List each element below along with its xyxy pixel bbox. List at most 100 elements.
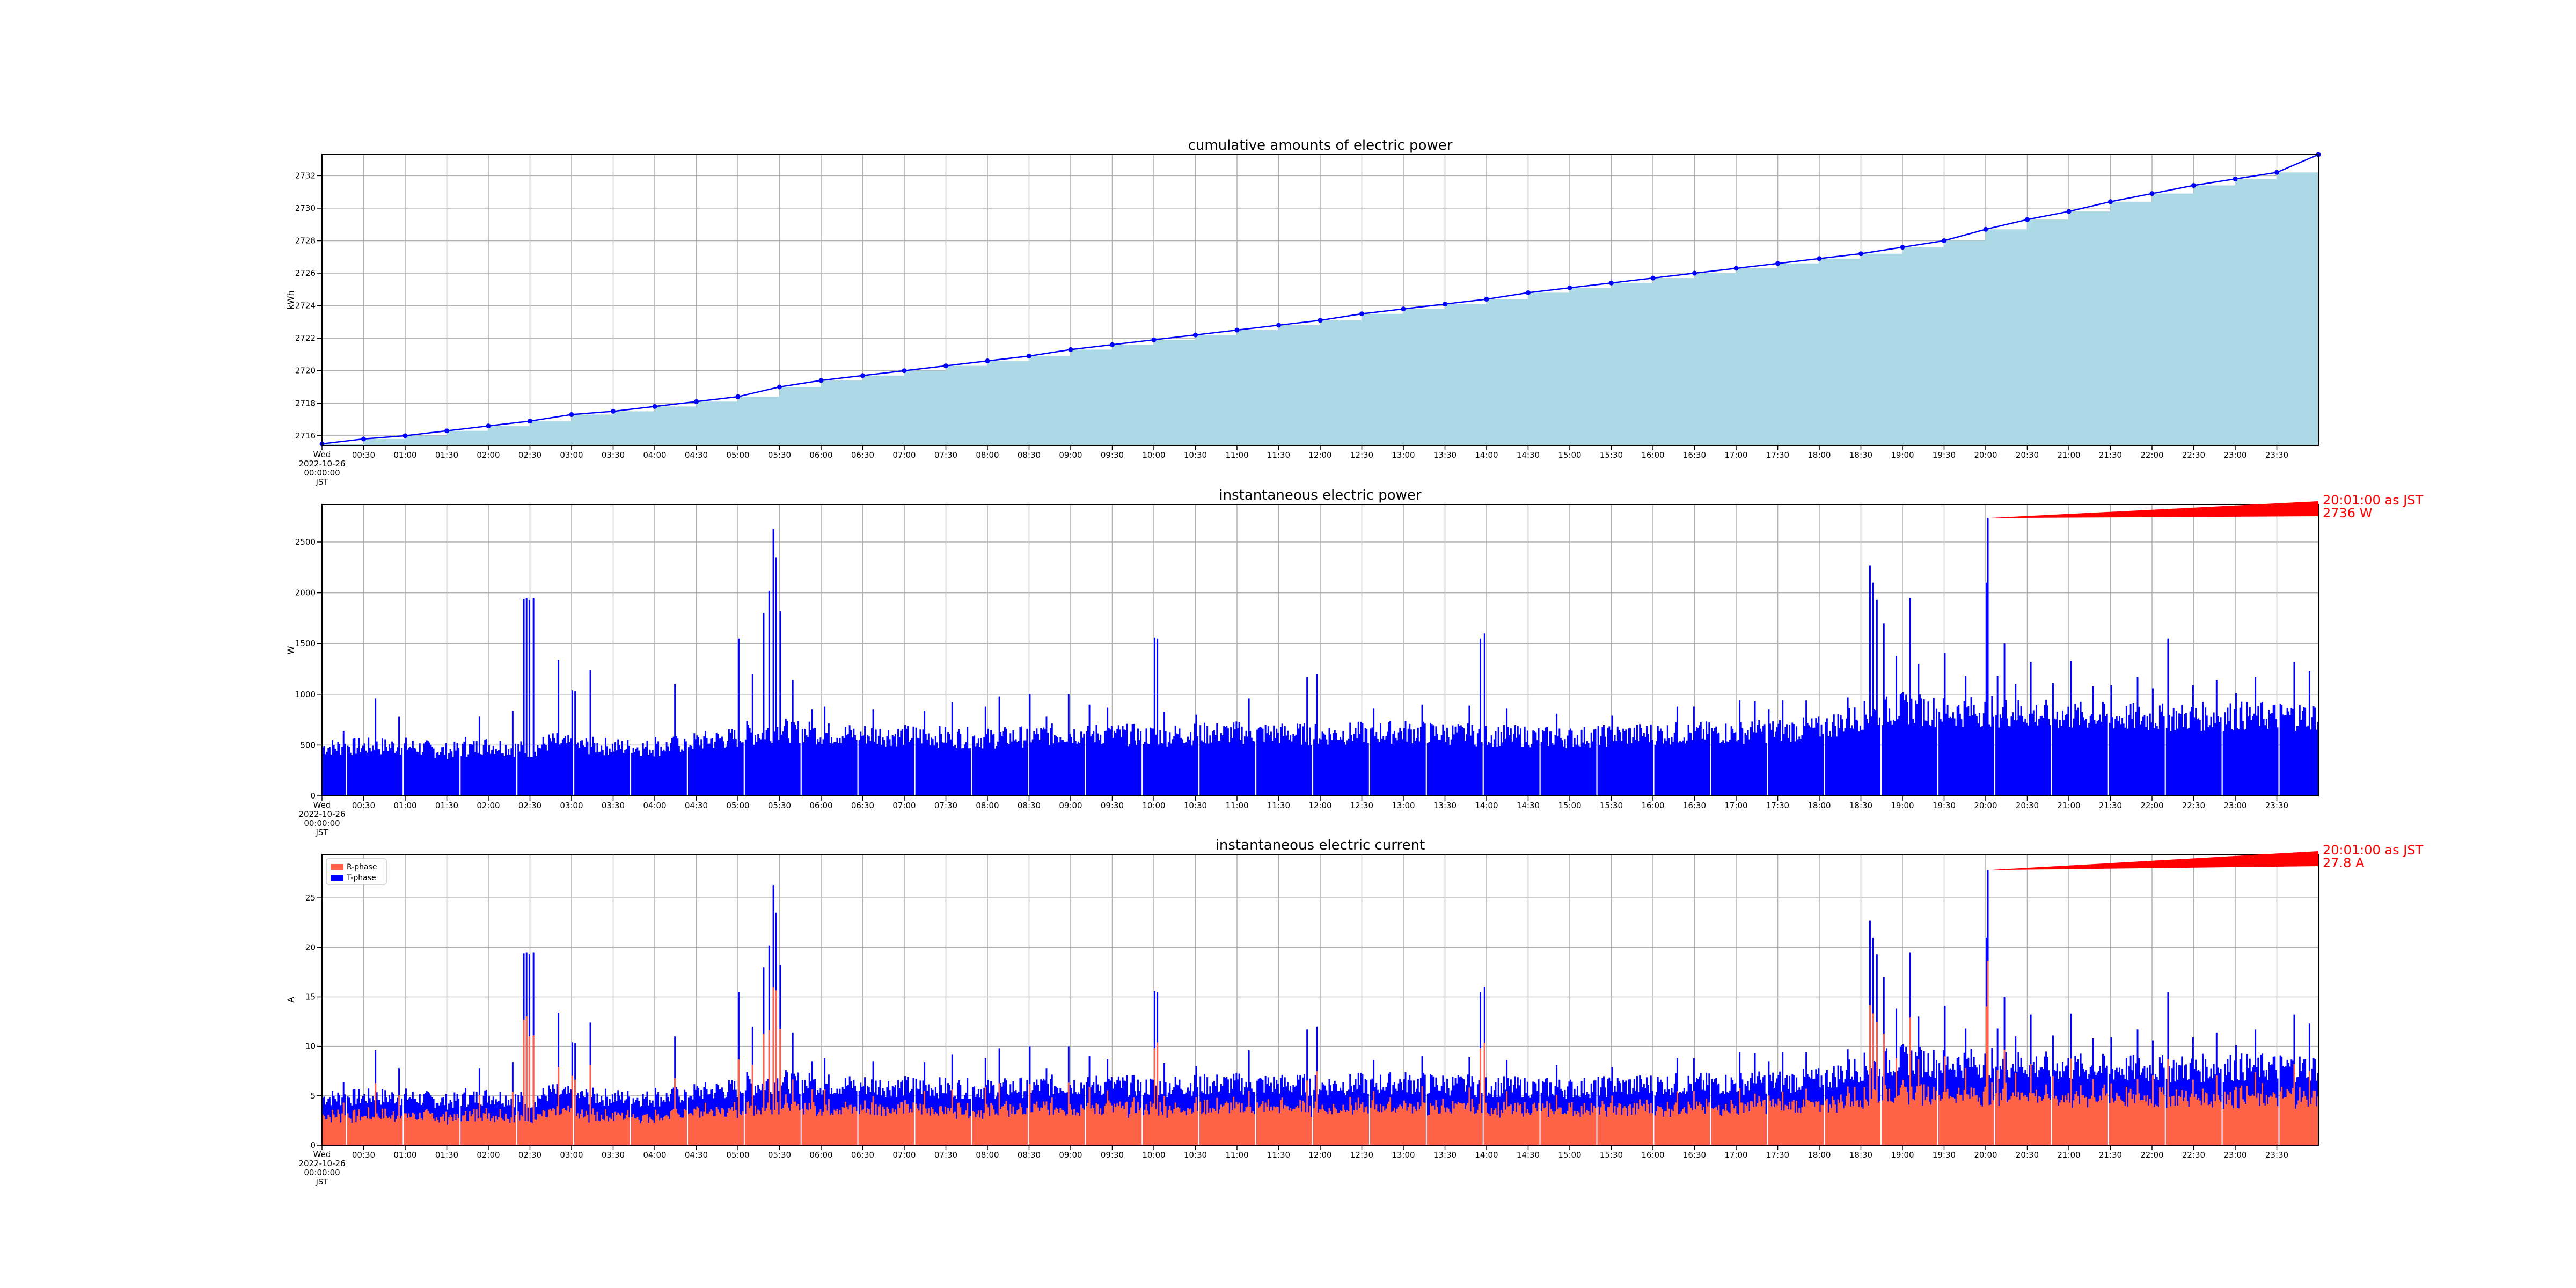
r-phase-bar	[2179, 1097, 2182, 1145]
r-phase-bar	[1327, 1114, 1329, 1145]
power-bar	[520, 741, 522, 796]
r-phase-bar	[2031, 1093, 2033, 1145]
power-bar	[2027, 725, 2029, 796]
x-tick-label: 22:30	[2182, 1150, 2205, 1160]
r-phase-bar	[546, 1117, 548, 1145]
power-bar	[2046, 705, 2048, 796]
power-bar	[817, 739, 819, 796]
power-bar	[1353, 734, 1355, 796]
r-phase-bar	[2009, 1099, 2011, 1145]
r-phase-bar	[736, 1118, 738, 1145]
power-bar	[815, 744, 817, 796]
power-bar	[2103, 704, 2105, 796]
r-phase-bar	[634, 1118, 636, 1145]
power-bar	[1235, 721, 1238, 796]
power-bar	[1007, 743, 1009, 796]
power-bar	[409, 747, 411, 796]
r-phase-bar	[938, 1115, 939, 1145]
r-phase-bar	[1088, 1087, 1091, 1145]
x-tick-label: 07:30	[934, 1150, 957, 1160]
r-phase-bar	[1140, 1107, 1142, 1145]
power-bar	[1730, 726, 1732, 796]
power-bar	[485, 739, 487, 796]
r-phase-bar	[1478, 1104, 1480, 1145]
power-bar	[1787, 738, 1789, 796]
r-phase-bar	[2153, 1107, 2155, 1145]
power-bar	[1740, 722, 1742, 796]
power-bar	[1736, 741, 1738, 796]
r-phase-bar	[2296, 1104, 2298, 1145]
r-phase-bar	[555, 1115, 557, 1145]
r-phase-bar	[488, 1113, 490, 1145]
line-marker	[1193, 332, 1198, 338]
r-phase-bar	[1130, 1107, 1132, 1145]
area-step	[1237, 330, 1279, 445]
x-tick-label: 10:00	[1142, 1150, 1165, 1160]
power-bar	[889, 739, 891, 796]
power-bar	[1338, 740, 1340, 796]
r-phase-bar	[2162, 1087, 2164, 1145]
r-phase-bar	[1235, 1102, 1238, 1145]
power-bar	[1019, 727, 1021, 796]
power-bar	[1794, 741, 1796, 796]
power-bar	[332, 740, 334, 796]
r-phase-bar	[1059, 1108, 1062, 1145]
r-phase-bar	[2098, 1101, 2100, 1145]
r-phase-bar	[977, 1110, 979, 1145]
r-phase-bar	[1510, 1104, 1512, 1145]
x-tick-label: 05:00	[726, 1150, 749, 1160]
power-bar	[1808, 725, 1810, 796]
x-tick-label: 16:00	[1641, 801, 1664, 810]
power-bar	[505, 744, 507, 796]
r-phase-bar	[1416, 1111, 1418, 1145]
r-phase-bar	[2241, 1085, 2243, 1145]
r-phase-bar	[1034, 1104, 1036, 1145]
r-phase-bar	[1371, 1100, 1373, 1145]
power-bar	[1033, 731, 1035, 796]
r-phase-bar	[627, 1110, 629, 1145]
r-phase-bar	[2066, 1100, 2068, 1145]
r-phase-bar	[2053, 1098, 2055, 1145]
power-bar	[1965, 676, 1967, 796]
power-bar	[510, 748, 513, 796]
r-phase-bar	[1108, 1100, 1110, 1145]
r-phase-bar	[807, 1110, 809, 1145]
r-phase-bar	[1988, 1105, 1990, 1145]
power-bar	[860, 731, 862, 796]
r-phase-bar	[1575, 1114, 1577, 1145]
r-phase-bar	[2109, 1103, 2111, 1145]
r-phase-bar	[2074, 1094, 2076, 1145]
r-phase-bar	[390, 1118, 392, 1145]
power-bar	[392, 743, 394, 796]
x-tick-label: 08:00	[976, 1150, 999, 1160]
r-phase-bar	[462, 1115, 464, 1145]
power-bar	[875, 729, 877, 796]
power-bar	[2264, 725, 2266, 796]
power-bar	[1692, 740, 1694, 796]
power-bar	[587, 741, 589, 796]
r-phase-bar	[1204, 1100, 1205, 1145]
power-bar	[1906, 702, 1908, 796]
r-phase-bar	[1452, 1101, 1454, 1145]
power-bar	[1679, 741, 1681, 796]
x-tick-label: 03:00	[560, 450, 583, 460]
r-phase-bar	[1984, 1087, 1986, 1145]
power-bar	[648, 755, 650, 796]
r-phase-bar	[584, 1116, 586, 1145]
area-step	[1403, 309, 1445, 445]
power-bar	[1382, 736, 1385, 796]
r-phase-bar	[1989, 1104, 1992, 1145]
power-bar	[1747, 730, 1749, 796]
r-phase-bar	[1866, 1101, 1868, 1145]
power-bar	[354, 738, 356, 796]
r-phase-bar	[2152, 1075, 2154, 1145]
r-phase-bar	[1550, 1109, 1552, 1145]
power-bar	[851, 737, 853, 796]
power-bar	[1728, 742, 1730, 796]
power-bar	[742, 742, 744, 796]
r-phase-bar	[658, 1120, 661, 1145]
power-bar	[1506, 708, 1508, 796]
r-phase-bar	[523, 1020, 525, 1145]
r-phase-bar	[649, 1117, 651, 1145]
power-bar	[1909, 598, 1911, 796]
